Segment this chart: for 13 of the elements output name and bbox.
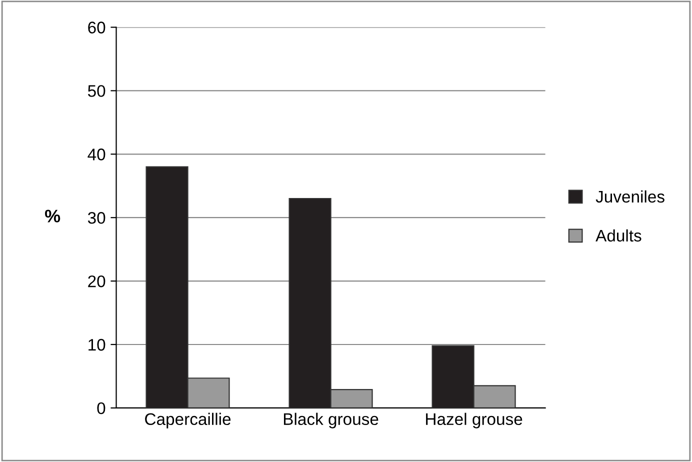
y-tick-label: 10 (88, 338, 106, 351)
legend-label: Juveniles (596, 190, 664, 203)
x-tick-label: Black grouse (284, 412, 378, 428)
y-axis-title: % (45, 210, 60, 222)
y-tick-label: 20 (88, 275, 106, 288)
y-tick-label: 50 (88, 85, 106, 97)
x-tick-label: Capercaillie (145, 412, 231, 428)
y-tick-label: 30 (88, 212, 106, 224)
x-tick-label: Hazel grouse (426, 412, 522, 428)
legend-label: Adults (596, 229, 642, 242)
y-tick-label: 60 (88, 22, 106, 34)
y-tick-label: 40 (88, 148, 106, 160)
y-tick-label: 0 (97, 402, 106, 414)
